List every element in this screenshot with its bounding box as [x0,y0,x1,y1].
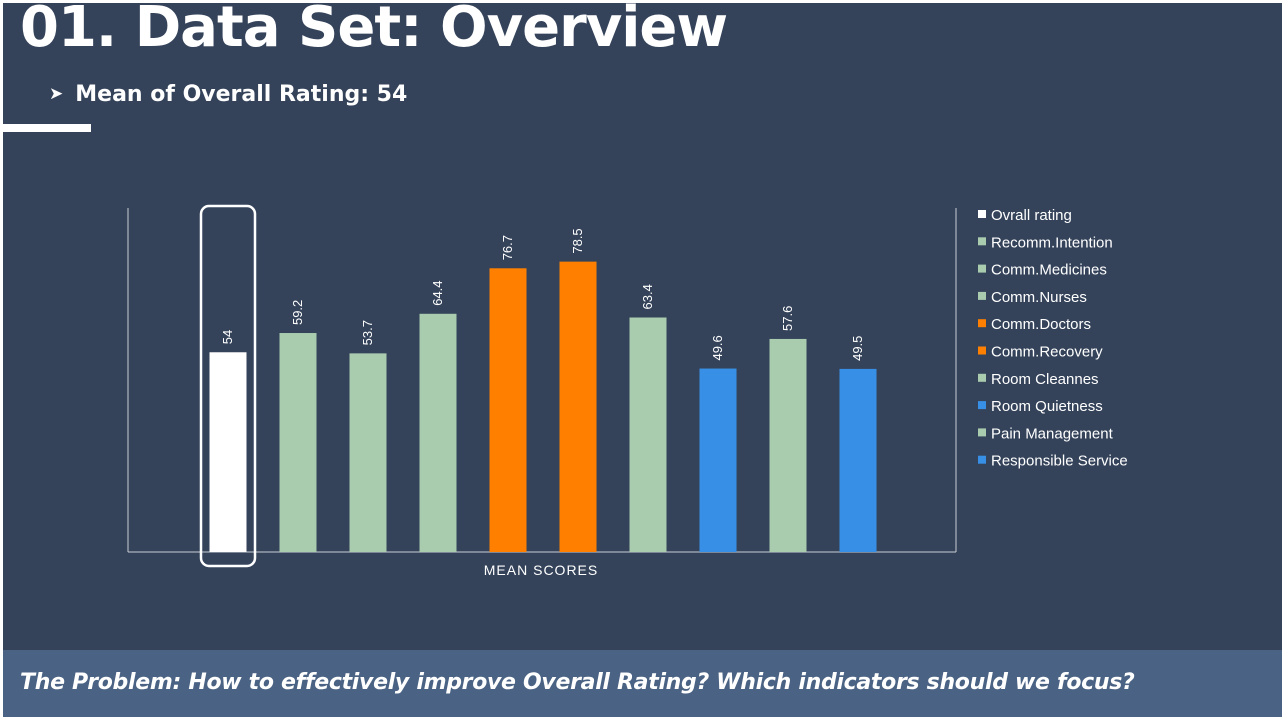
data-label-8: 49.6 [710,335,725,360]
legend-label-8: Room Quietness [991,398,1103,415]
legend-swatch-9 [978,428,986,437]
legend-swatch-6 [978,346,986,355]
data-label-2: 59.2 [290,300,305,325]
bar-1 [209,352,247,552]
subtitle-text: Mean of Overall Rating: 54 [75,82,408,107]
bar-6 [559,261,597,552]
bar-8 [699,368,737,552]
legend-label-10: Responsible Service [991,453,1128,470]
legend-label-9: Pain Management [991,425,1114,442]
legend-label-1: Ovrall rating [991,207,1072,224]
bar-chart: 54 59.2 53.7 64.4 76.7 78.5 63.4 49.6 57.6 49.5 ME… [127,204,1128,578]
legend-swatch-2 [978,237,986,246]
problem-statement: The Problem: How to effectively improve … [20,670,1135,695]
legend-swatch-3 [978,264,986,273]
data-label-9: 57.6 [780,306,795,331]
legend-label-4: Comm.Nurses [991,289,1087,306]
data-label-3: 53.7 [360,320,375,345]
legend-label-5: Comm.Doctors [991,316,1091,333]
legend-swatch-5 [978,319,986,328]
data-label-6: 78.5 [570,228,585,253]
legend-swatch-1 [978,210,986,218]
bar-7 [629,317,667,552]
data-label-7: 63.4 [640,284,655,309]
x-axis-title: MEAN SCORES [484,562,598,578]
legend-swatch-7 [978,373,986,382]
subtitle: ➤ Mean of Overall Rating: 54 [49,82,407,107]
bar-5 [489,268,527,552]
bar-2 [279,333,317,552]
legend-label-6: Comm.Recovery [991,344,1103,361]
slide: 01. Data Set: Overview ➤ Mean of Overall … [3,3,1282,717]
legend-swatch-4 [978,291,986,300]
title-underline [3,124,91,132]
data-label-1: 54 [220,330,235,344]
bar-9 [769,338,807,552]
bar-10 [839,368,877,552]
data-label-5: 76.7 [500,235,515,260]
legend-swatch-8 [978,401,986,410]
legend-swatch-10 [978,455,986,464]
bar-3 [349,353,387,552]
legend-label-3: Comm.Medicines [991,262,1107,279]
legend-label-2: Recomm.Intention [991,234,1113,251]
highlight-box [199,204,257,568]
data-label-4: 64.4 [430,280,445,305]
legend-label-7: Room Cleannes [991,371,1099,388]
arrow-bullet-icon: ➤ [49,84,64,104]
data-label-10: 49.5 [850,336,865,361]
footer-banner: The Problem: How to effectively improve … [3,650,1282,717]
bar-4 [419,313,457,552]
slide-title: 01. Data Set: Overview [20,3,728,60]
